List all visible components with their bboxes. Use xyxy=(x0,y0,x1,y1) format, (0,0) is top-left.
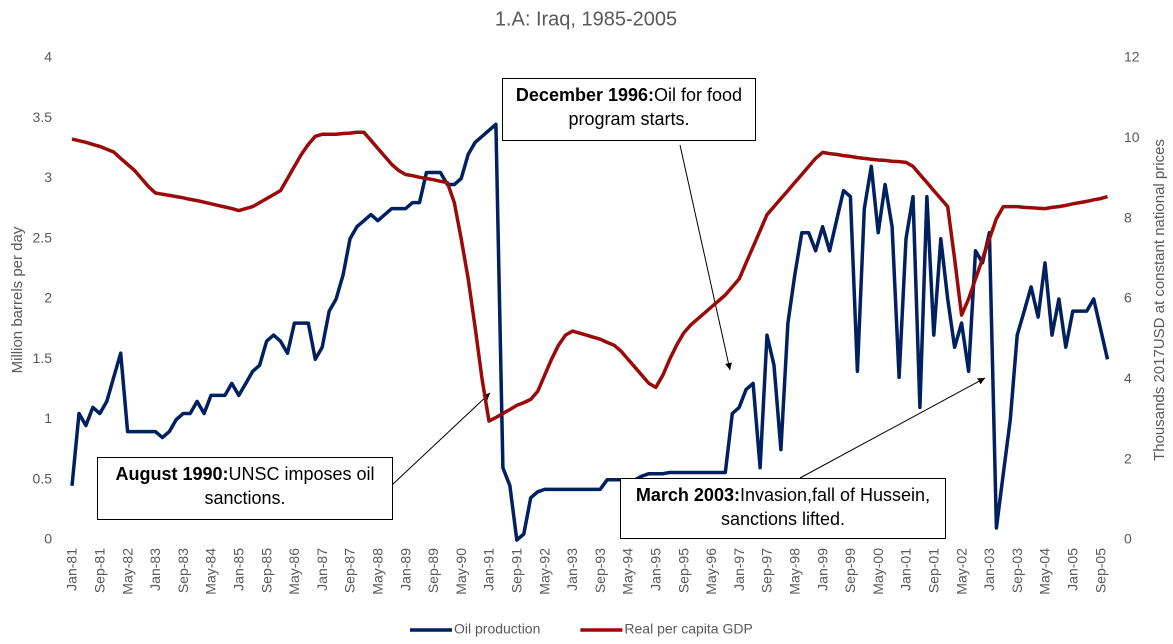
y2-tick-label: 8 xyxy=(1124,209,1132,225)
annotation-bold: December 1996: xyxy=(515,85,655,105)
y-tick-label: 3 xyxy=(44,169,52,185)
y-tick-label: 4 xyxy=(44,49,52,65)
arrow xyxy=(799,377,986,479)
legend-label: Real per capita GDP xyxy=(624,621,752,637)
x-tick-label: Sep-83 xyxy=(175,548,191,593)
y2-tick-label: 6 xyxy=(1124,290,1132,306)
x-tick-label: May-86 xyxy=(286,548,302,595)
x-tick-label: Jan-03 xyxy=(981,548,997,591)
x-tick-label: Jan-99 xyxy=(814,548,830,591)
legend-label: Oil production xyxy=(454,621,540,637)
x-tick-label: Jan-05 xyxy=(1065,548,1081,591)
x-tick-label: Sep-85 xyxy=(258,548,274,593)
x-tick-label: Sep-95 xyxy=(675,548,691,593)
x-tick-label: Jan-87 xyxy=(314,548,330,591)
y-tick-label: 2.5 xyxy=(33,229,53,245)
y2-tick-label: 10 xyxy=(1124,129,1140,145)
y-tick-label: 0.5 xyxy=(33,470,53,486)
x-tick-label: Sep-97 xyxy=(759,548,775,593)
x-tick-label: May-94 xyxy=(620,548,636,595)
chart-title: 1.A: Iraq, 1985-2005 xyxy=(495,8,677,30)
series-line xyxy=(70,122,1110,542)
y2-tick-label: 4 xyxy=(1124,370,1132,386)
x-tick-label: Jan-93 xyxy=(564,548,580,591)
x-tick-label: May-92 xyxy=(536,548,552,595)
x-tick-label: May-96 xyxy=(703,548,719,595)
x-tick-label: Sep-05 xyxy=(1092,548,1108,593)
y2-tick-label: 0 xyxy=(1124,531,1132,547)
y-tick-label: 1.5 xyxy=(33,350,53,366)
annotation-text: Invasion,fall of Hussein, sanctions lift… xyxy=(720,485,931,529)
arrow xyxy=(391,392,491,486)
x-tick-label: Jan-83 xyxy=(147,548,163,591)
x-tick-label: May-02 xyxy=(953,548,969,595)
x-tick-label: May-88 xyxy=(370,548,386,595)
x-tick-label: Sep-99 xyxy=(842,548,858,593)
annotation: December 1996:Oil for food program start… xyxy=(502,78,756,141)
x-tick-label: Sep-01 xyxy=(926,548,942,593)
x-tick-label: Sep-89 xyxy=(425,548,441,593)
y2-axis-label: Thousands 2017USD at constant national p… xyxy=(1151,139,1168,461)
x-tick-label: Sep-93 xyxy=(592,548,608,593)
arrow xyxy=(679,144,732,371)
annotation: March 2003:Invasion,fall of Hussein, san… xyxy=(620,478,946,539)
x-tick-label: Jan-89 xyxy=(397,548,413,591)
y-axis-label: Million barrels per day xyxy=(9,226,26,373)
x-tick-label: May-00 xyxy=(870,548,886,595)
x-tick-label: Jan-85 xyxy=(231,548,247,591)
x-tick-label: Jan-81 xyxy=(64,548,80,591)
y-tick-label: 2 xyxy=(44,290,52,306)
annotation-bold: August 1990: xyxy=(115,464,229,484)
x-tick-label: May-82 xyxy=(119,548,135,595)
x-tick-label: May-04 xyxy=(1037,548,1053,595)
x-tick-label: Jan-91 xyxy=(481,548,497,591)
y-tick-label: 3.5 xyxy=(33,109,53,125)
x-tick-label: Jan-01 xyxy=(898,548,914,591)
annotation: August 1990:UNSC imposes oil sanctions. xyxy=(97,457,393,520)
annotation-bold: March 2003: xyxy=(635,485,740,505)
x-tick-label: Jan-97 xyxy=(731,548,747,591)
y2-tick-label: 2 xyxy=(1124,450,1132,466)
x-tick-label: Sep-03 xyxy=(1009,548,1025,593)
y-tick-label: 0 xyxy=(44,531,52,547)
annotation-text: Oil for food program starts. xyxy=(568,85,743,129)
x-tick-label: May-84 xyxy=(203,548,219,595)
x-tick-label: Sep-91 xyxy=(509,548,525,593)
y2-tick-label: 12 xyxy=(1124,49,1140,65)
x-tick-label: Sep-87 xyxy=(342,548,358,593)
x-tick-label: May-90 xyxy=(453,548,469,595)
x-tick-label: Jan-95 xyxy=(648,548,664,591)
x-tick-label: Sep-81 xyxy=(92,548,108,593)
annotation-text: UNSC imposes oil sanctions. xyxy=(204,464,375,508)
y-tick-label: 1 xyxy=(44,410,52,426)
x-tick-label: May-98 xyxy=(787,548,803,595)
series-line xyxy=(71,130,1108,423)
